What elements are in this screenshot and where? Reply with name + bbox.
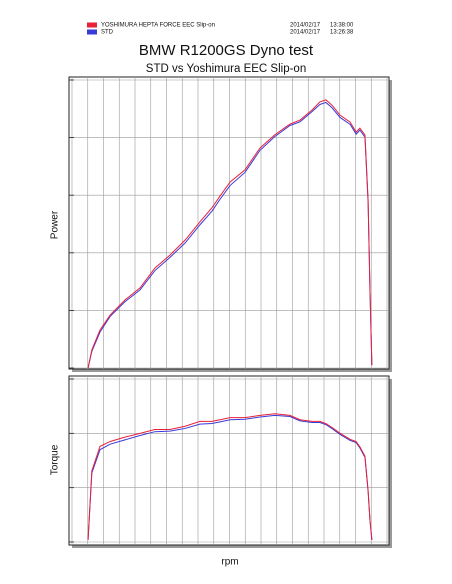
legend-swatch (87, 22, 97, 28)
chart-title: BMW R1200GS Dyno test (139, 42, 314, 59)
y-axis-label: Power (50, 210, 61, 239)
legend-swatch (87, 29, 97, 35)
series-line (87, 101, 373, 369)
series-line (87, 413, 373, 540)
panel (68, 76, 390, 370)
panel (68, 375, 390, 546)
series-line (87, 99, 373, 369)
y-axis-label: Torque (50, 444, 61, 475)
legend-date: 2014/02/17 (290, 30, 321, 36)
legend-time: 13:38:00 (330, 23, 354, 29)
series-line (87, 414, 373, 540)
legend-date: 2014/02/17 (290, 23, 321, 29)
legend-label: STD (101, 30, 114, 36)
chart-subtitle: STD vs Yoshimura EEC Slip-on (146, 63, 306, 75)
legend-label: YOSHIMURA HEPTA FORCE EEC Slip-on (101, 23, 215, 29)
legend-time: 13:26:38 (330, 30, 354, 36)
x-axis-label: rpm (221, 557, 238, 568)
